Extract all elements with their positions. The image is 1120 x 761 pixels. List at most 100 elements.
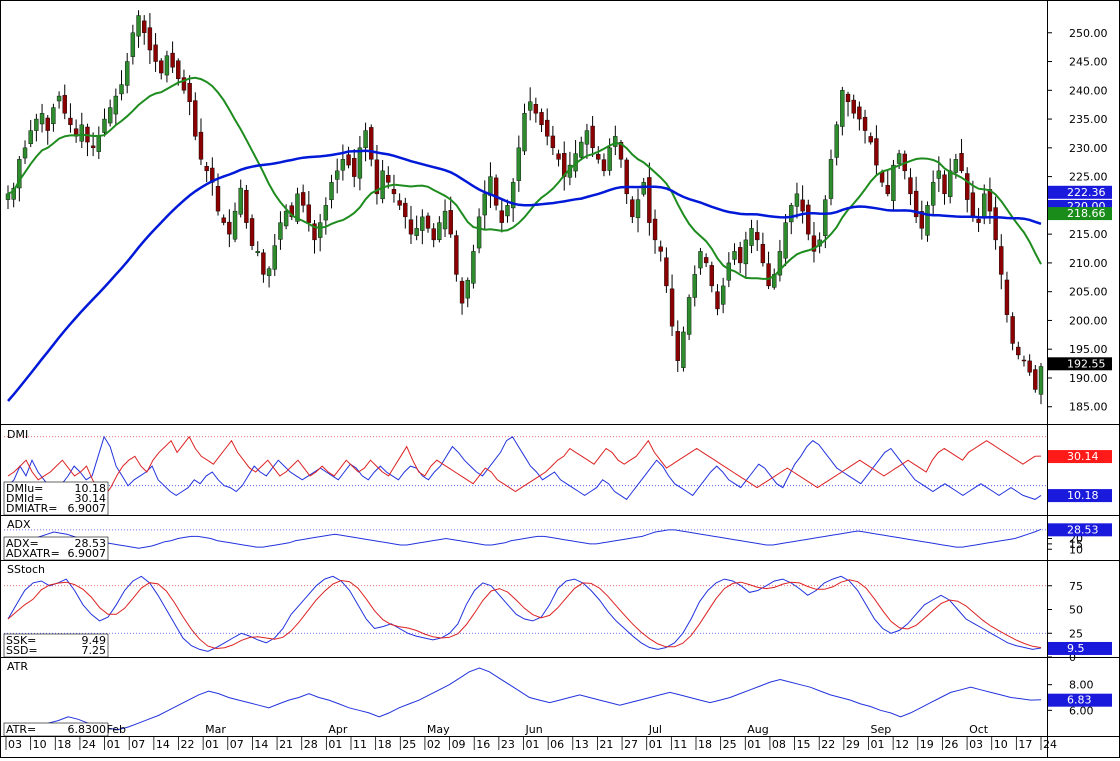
price-candle-body (312, 223, 317, 241)
price-candle (266, 266, 272, 288)
price-candle (692, 265, 697, 307)
price-candle-body (227, 221, 232, 235)
price-candle (885, 170, 890, 197)
price-panel: 250.00245.00240.00235.00230.00225.00220.… (5, 10, 1112, 414)
price-candle-body (976, 218, 981, 223)
price-candle (720, 277, 726, 314)
price-candle (993, 196, 998, 250)
x-day-label: 15 (797, 738, 811, 751)
price-candle-body (414, 228, 419, 236)
price-candle-body (1004, 279, 1010, 315)
price-candle (862, 109, 868, 144)
price-candle-body (715, 291, 720, 310)
price-candle-body (45, 117, 50, 131)
x-day-label: 26 (944, 738, 958, 751)
price-candle-body (283, 210, 289, 227)
price-candle-body (266, 268, 272, 276)
price-candle-body (868, 136, 873, 143)
price-candle (255, 241, 260, 257)
x-day-label: 11 (353, 738, 367, 751)
price-candle-body (102, 118, 107, 133)
price-candle-body (942, 174, 947, 195)
price-candle-body (482, 193, 487, 216)
price-tick-label: 235.00 (1069, 113, 1108, 126)
x-day-label: 07 (230, 738, 244, 751)
price-candle-body (125, 61, 130, 86)
price-candle (1016, 341, 1021, 360)
atr-title: ATR (7, 660, 28, 673)
x-day-label: 03 (969, 738, 983, 751)
price-candle-body (913, 190, 919, 218)
price-candle (550, 125, 556, 156)
price-candle-body (164, 55, 170, 76)
adx-readout-label: ADXATR= (6, 547, 60, 560)
adx-readout-label: ADX= (6, 537, 39, 550)
price-candle (556, 149, 561, 167)
price-candle-body (596, 154, 601, 160)
price-candle (539, 108, 544, 133)
price-candle-body (806, 204, 811, 235)
price-candle-body (522, 113, 527, 152)
price-candle-body (1038, 366, 1044, 395)
price-candle (800, 185, 805, 224)
price-candle-body (834, 124, 839, 158)
x-month-label: May (427, 723, 450, 736)
price-candle-body (198, 131, 204, 160)
price-candle (794, 182, 800, 219)
price-candle-body (1033, 369, 1038, 390)
stoch-readout-label: SSK= (6, 634, 36, 647)
price-candle (335, 158, 340, 194)
x-day-label: 16 (476, 738, 490, 751)
price-candle (493, 174, 499, 211)
price-candle-body (90, 145, 96, 149)
price-candle (125, 52, 130, 94)
price-candle (732, 243, 737, 265)
x-day-label: 02 (427, 738, 441, 751)
dmi-series-dmiu-line (7, 435, 1042, 501)
price-candle (772, 268, 777, 290)
price-candle-body (919, 211, 924, 229)
price-tick-label: 210.00 (1069, 257, 1108, 270)
price-candle (522, 103, 527, 156)
price-candle-body (590, 125, 595, 149)
price-candle-body (499, 210, 504, 223)
price-candle-body (380, 170, 385, 200)
price-candle-body (142, 20, 147, 33)
price-candle (357, 136, 363, 191)
price-candle-body (476, 216, 482, 249)
stoch-badge-label: 9.5 (1067, 642, 1085, 655)
x-day-label: 24 (1043, 738, 1057, 751)
dmi-readout-label: DMIu= (6, 482, 43, 495)
x-day-label: 13 (575, 738, 589, 751)
price-candle-body (999, 246, 1004, 275)
price-candle-body (1021, 359, 1027, 362)
price-badge-label: 222.36 (1067, 186, 1106, 199)
adx-tick-label: 15 (1069, 538, 1083, 551)
price-candle-body (959, 153, 964, 172)
price-candle (698, 247, 703, 275)
price-candle (476, 208, 482, 254)
price-candle-body (749, 228, 754, 246)
price-candle-body (107, 107, 113, 124)
atr-readout-value: 6.8300 (68, 723, 107, 736)
price-candle-body (363, 130, 368, 149)
price-candle-body (635, 199, 641, 219)
price-candle-body (533, 104, 539, 114)
price-candle (198, 118, 204, 165)
atr-panel: 8.00 6.00 ATR ATR= 6.8300 6.83 (3, 660, 1112, 737)
price-candle (959, 138, 964, 174)
price-candle-body (550, 135, 556, 149)
x-day-label: 22 (821, 738, 835, 751)
dmi-badge-label: 10.18 (1067, 489, 1099, 502)
price-candle (113, 88, 119, 125)
price-candle (584, 123, 590, 159)
price-candle-body (5, 193, 11, 200)
price-candle (516, 135, 522, 192)
price-candle (374, 144, 380, 205)
price-candle-body (965, 173, 970, 200)
price-candle (482, 180, 487, 230)
stoch-readout-value: 9.49 (82, 634, 107, 647)
price-candle-body (153, 44, 158, 62)
adx-readout-value: 28.53 (75, 537, 107, 550)
price-candle (499, 199, 504, 233)
